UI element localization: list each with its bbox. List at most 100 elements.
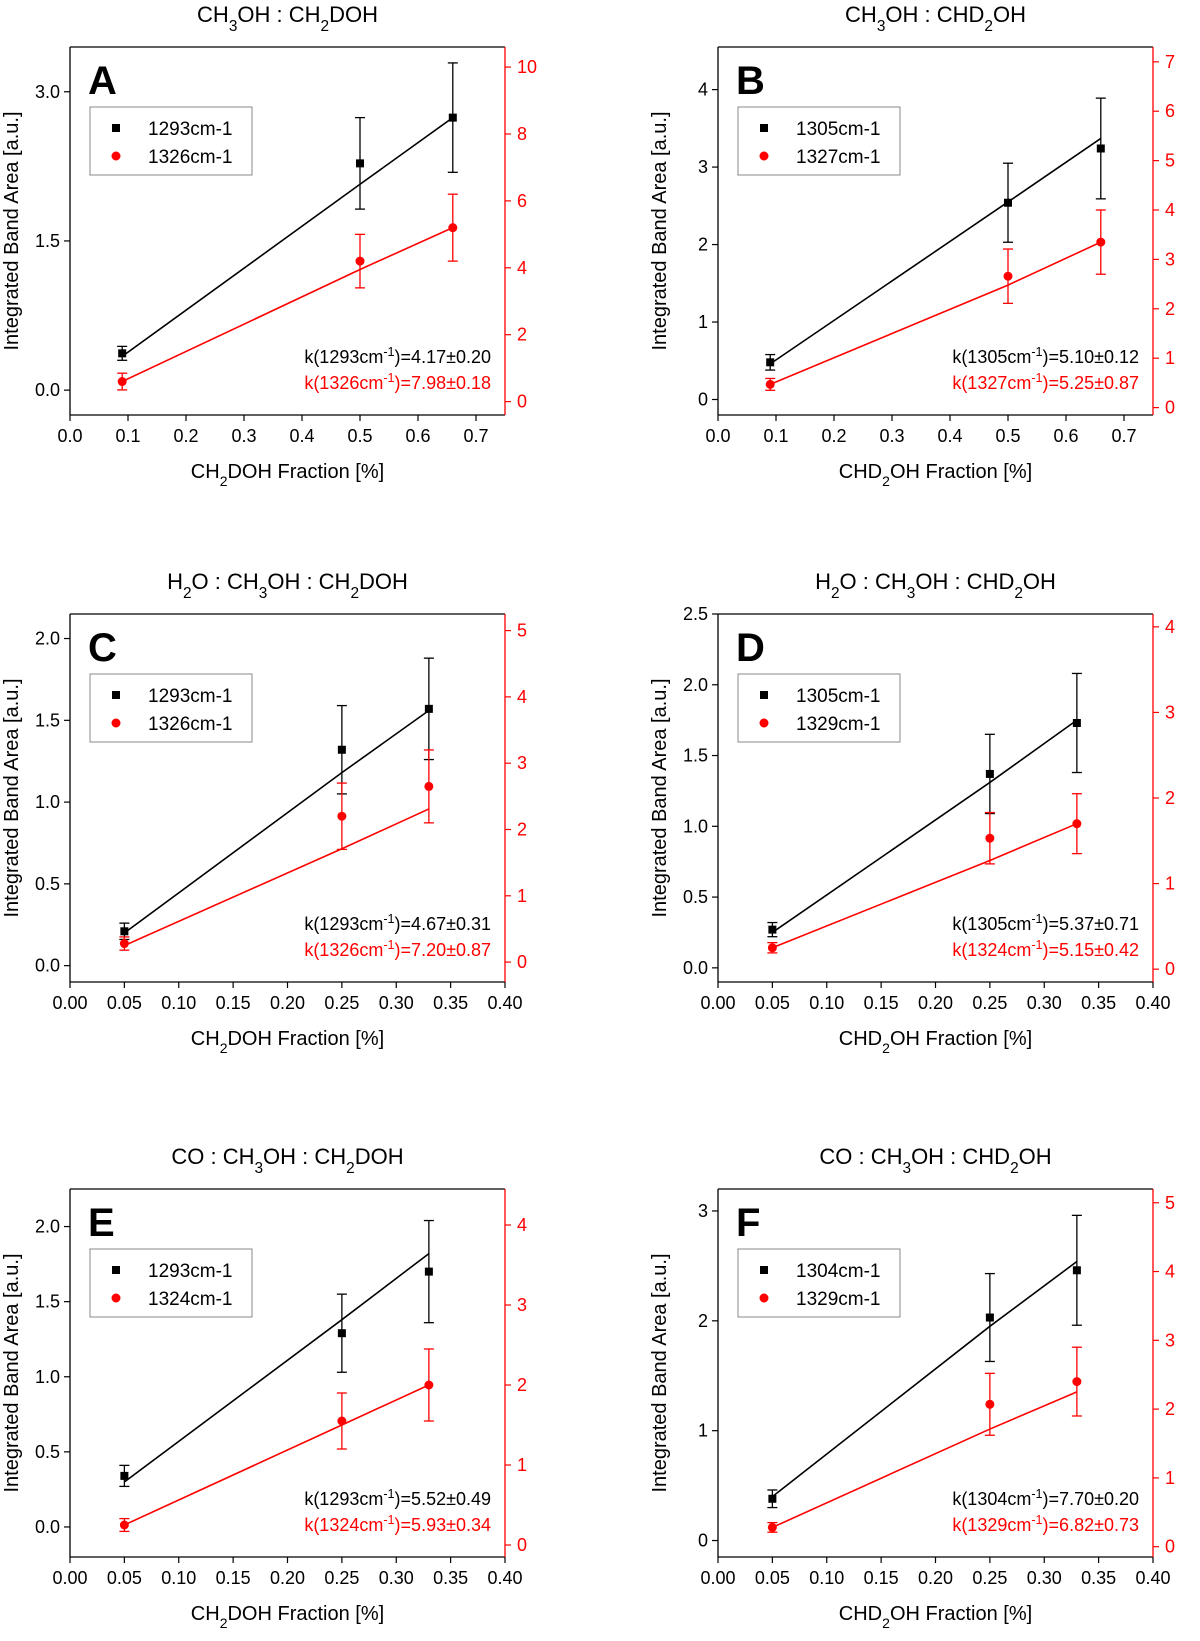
y-left-tick-label: 0.0 bbox=[683, 958, 708, 978]
data-point bbox=[337, 745, 346, 754]
slope-annotation-part: k(1304cm bbox=[952, 1489, 1031, 1509]
panel-letter: B bbox=[736, 59, 765, 103]
slope-annotation-part: -1 bbox=[383, 912, 394, 926]
y-left-tick-label: 0 bbox=[698, 390, 708, 410]
data-point bbox=[355, 256, 365, 266]
x-axis-label-part: DOH Fraction [%] bbox=[227, 461, 384, 483]
x-axis-label-part: OH Fraction [%] bbox=[890, 461, 1032, 483]
y-right-tick-label: 5 bbox=[517, 621, 527, 641]
legend-label: 1326cm-1 bbox=[148, 714, 233, 735]
x-axis-label-part: 2 bbox=[882, 1040, 890, 1056]
slope-annotation: k(1326cm-1)=7.20±0.87 bbox=[304, 938, 491, 960]
x-axis-label: CHD2OH Fraction [%] bbox=[839, 1028, 1032, 1056]
x-tick-label: 0.00 bbox=[700, 993, 735, 1013]
slope-annotation-part: )=6.82±0.73 bbox=[1043, 1515, 1139, 1535]
y-left-tick-label: 2.0 bbox=[35, 1217, 60, 1237]
x-tick-label: 0.0 bbox=[705, 426, 730, 446]
x-tick-label: 0.40 bbox=[1135, 1568, 1170, 1588]
slope-annotation: k(1324cm-1)=5.15±0.42 bbox=[952, 938, 1139, 960]
x-tick-label: 0.20 bbox=[918, 1568, 953, 1588]
y-right-tick-label: 4 bbox=[517, 687, 527, 707]
y-right-tick-label: 3 bbox=[517, 753, 527, 773]
x-tick-label: 0.00 bbox=[52, 993, 87, 1013]
legend-frame bbox=[89, 673, 253, 743]
legend-marker bbox=[112, 691, 120, 699]
data-point bbox=[765, 379, 775, 389]
x-tick-label: 0.40 bbox=[487, 1568, 522, 1588]
x-tick-label: 0.1 bbox=[115, 426, 140, 446]
data-point bbox=[448, 223, 458, 233]
y-right-tick-label: 1 bbox=[517, 1455, 527, 1475]
chart-title-part: OH : CH bbox=[237, 2, 320, 27]
legend-marker bbox=[760, 1266, 768, 1274]
slope-annotation-part: k(1324cm bbox=[952, 940, 1031, 960]
y-left-tick-label: 1.0 bbox=[35, 792, 60, 812]
y-axis-label: Integrated Band Area [a.u.] bbox=[649, 111, 671, 350]
legend-marker bbox=[760, 691, 768, 699]
y-right-tick-label: 7 bbox=[1165, 52, 1175, 72]
legend-frame bbox=[89, 106, 253, 176]
legend-marker bbox=[111, 718, 121, 728]
y-right-tick-label: 2 bbox=[517, 325, 527, 345]
slope-annotation: k(1324cm-1)=5.93±0.34 bbox=[304, 1513, 491, 1535]
fit-line bbox=[771, 719, 1078, 934]
y-left-tick-label: 2.5 bbox=[683, 604, 708, 624]
slope-annotation-part: -1 bbox=[1031, 938, 1042, 952]
y-left-tick-label: 0 bbox=[698, 1531, 708, 1551]
slope-annotation-part: k(1293cm bbox=[304, 1489, 383, 1509]
x-tick-label: 0.4 bbox=[289, 426, 314, 446]
legend-label: 1293cm-1 bbox=[148, 1261, 233, 1282]
legend: 1305cm-1 1327cm-1 bbox=[737, 106, 901, 176]
slope-annotation-part: -1 bbox=[383, 345, 394, 359]
x-axis-label: CHD2OH Fraction [%] bbox=[839, 461, 1032, 489]
x-tick-label: 0.00 bbox=[700, 1568, 735, 1588]
legend: 1293cm-1 1326cm-1 bbox=[89, 673, 253, 743]
data-point bbox=[337, 1416, 347, 1426]
legend-label: 1304cm-1 bbox=[796, 1261, 881, 1282]
slope-annotation-part: -1 bbox=[383, 371, 394, 385]
legend-marker bbox=[111, 1293, 121, 1303]
fit-line bbox=[123, 709, 430, 934]
legend-label: 1329cm-1 bbox=[796, 1289, 881, 1310]
chart-title-part: H bbox=[815, 569, 831, 594]
x-tick-label: 0.10 bbox=[161, 1568, 196, 1588]
y-right-tick-label: 5 bbox=[1165, 1193, 1175, 1213]
data-point bbox=[1072, 718, 1081, 727]
x-axis-label-part: OH Fraction [%] bbox=[890, 1028, 1032, 1050]
slope-annotation-part: )=7.70±0.20 bbox=[1043, 1489, 1139, 1509]
x-tick-label: 0.25 bbox=[324, 1568, 359, 1588]
slope-annotation-part: -1 bbox=[383, 1487, 394, 1501]
x-tick-label: 0.15 bbox=[864, 993, 899, 1013]
chart-title-part: 2 bbox=[183, 585, 192, 602]
data-point bbox=[118, 349, 127, 358]
legend-label: 1305cm-1 bbox=[796, 119, 881, 140]
data-point bbox=[1004, 198, 1012, 207]
panel-b: 0.0 0.1 0.2 0.3 0.4 0.5 0.6 0.70123401234567CH3… bbox=[649, 2, 1175, 489]
slope-annotation-part: )=5.10±0.12 bbox=[1043, 347, 1139, 367]
slope-annotation-part: )=5.37±0.71 bbox=[1043, 914, 1139, 934]
data-point bbox=[119, 939, 129, 949]
chart-title-part: 2 bbox=[1010, 1160, 1019, 1177]
x-tick-label: 0.4 bbox=[937, 426, 962, 446]
slope-annotation: k(1326cm-1)=7.98±0.18 bbox=[304, 371, 491, 393]
x-tick-label: 0.0 bbox=[57, 426, 82, 446]
chart-title-part: OH bbox=[1019, 1144, 1052, 1169]
legend-marker bbox=[112, 124, 120, 132]
y-right-tick-label: 2 bbox=[1165, 299, 1175, 319]
slope-annotation-part: )=4.17±0.20 bbox=[395, 347, 491, 367]
y-left-tick-label: 0.5 bbox=[35, 874, 60, 894]
y-right-tick-label: 0 bbox=[517, 392, 527, 412]
x-tick-label: 0.10 bbox=[161, 993, 196, 1013]
series-red bbox=[119, 1348, 434, 1533]
legend-marker bbox=[111, 151, 121, 161]
legend-label: 1293cm-1 bbox=[148, 686, 233, 707]
x-axis-label: CH2DOH Fraction [%] bbox=[191, 1603, 384, 1631]
x-tick-label: 0.05 bbox=[107, 993, 142, 1013]
y-left-tick-label: 0.5 bbox=[35, 1442, 60, 1462]
slope-annotation-part: k(1326cm bbox=[304, 373, 383, 393]
chart-title-part: 3 bbox=[903, 1160, 912, 1177]
legend: 1304cm-1 1329cm-1 bbox=[737, 1248, 901, 1318]
x-tick-label: 0.6 bbox=[1053, 426, 1078, 446]
series-red bbox=[765, 209, 1106, 391]
y-left-tick-label: 3 bbox=[698, 1201, 708, 1221]
